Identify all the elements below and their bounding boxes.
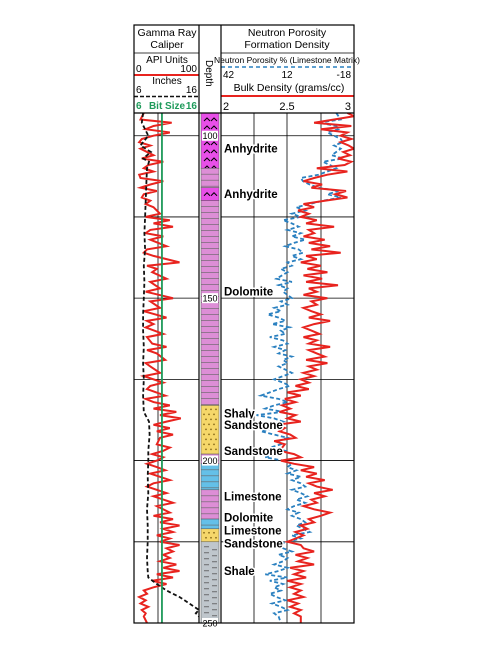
depth-tick-label: 100 — [202, 131, 217, 141]
dolomite-interval — [200, 489, 220, 520]
density-tick-label-3: 3 — [345, 101, 351, 113]
header-track-gamma-caliper: Gamma Ray Caliper API Units 0 100 Inches… — [134, 27, 199, 112]
caliper-curve — [139, 113, 199, 618]
gamma-ray-curve — [136, 113, 182, 623]
neutron-scale-label: Neutron Porosity % (Limestone Matrix) — [214, 55, 360, 65]
lithology-label: Limestone — [224, 525, 282, 537]
sand-grain — [205, 536, 207, 539]
neutron-title: Neutron Porosity — [248, 27, 327, 39]
limestone-interval — [200, 463, 220, 491]
lithology-label: Shaly — [224, 408, 255, 420]
depth-tick-label: 200 — [202, 456, 217, 466]
depth-tick-bg — [202, 130, 218, 141]
lithology-labels: AnhydriteAnhydriteDolomiteShalySandstone… — [223, 142, 285, 579]
gamma-caliper-grid — [134, 113, 199, 624]
sand-grain — [203, 413, 205, 416]
neutron-max-label: -18 — [337, 70, 352, 81]
anhydrite-pattern — [203, 192, 218, 197]
sand-grain — [210, 418, 212, 421]
gr-max-label: 100 — [180, 64, 197, 75]
caliper-max-label: 16 — [186, 85, 198, 96]
sand-grain — [210, 428, 212, 431]
depth-tick-label: 150 — [202, 294, 217, 304]
sand-grain — [208, 443, 210, 446]
depth-header-label: Depth — [203, 60, 214, 87]
caliper-title: Caliper — [150, 39, 184, 51]
sand-grain — [205, 438, 207, 441]
sand-grain — [213, 433, 215, 436]
sand-grain — [205, 428, 207, 431]
sand-grain — [208, 423, 210, 426]
bit-min-label: 6 — [136, 101, 142, 112]
gr-min-label: 0 — [136, 64, 142, 75]
density-tick-label-2-5: 2.5 — [279, 101, 294, 113]
lithology-label: Anhydrite — [224, 144, 278, 156]
density-scale-label: Bulk Density (grams/cc) — [234, 82, 345, 94]
bulk-density-curve — [273, 113, 354, 623]
sand-grain — [210, 438, 212, 441]
log-frame — [133, 24, 355, 624]
bit-max-label: 16 — [186, 101, 198, 112]
sand-grain — [203, 423, 205, 426]
density-tick-label-2: 2 — [223, 101, 229, 113]
anhydrite-pattern — [203, 149, 218, 154]
gamma-ray-title: Gamma Ray — [138, 27, 198, 39]
lithology-label: Limestone — [224, 491, 282, 503]
dolomite-interval — [200, 167, 220, 188]
neutron-mid-label: 12 — [281, 70, 293, 81]
density-title: Formation Density — [244, 39, 330, 51]
lithology-label: Sandstone — [224, 446, 283, 458]
sand-grain — [208, 413, 210, 416]
sand-grain — [208, 433, 210, 436]
limestone-interval — [200, 518, 220, 530]
sand-grain — [215, 536, 217, 539]
anhydrite-interval — [200, 187, 220, 201]
anhydrite-pattern — [203, 125, 218, 130]
lithology-label: Sandstone — [224, 538, 283, 550]
anhydrite-pattern — [203, 141, 218, 146]
sand-grain — [213, 413, 215, 416]
sand-grain — [210, 408, 212, 411]
sand-grain — [203, 531, 205, 534]
sand-grain — [213, 443, 215, 446]
neutron-min-label: 42 — [223, 70, 235, 81]
sand-grain — [210, 536, 212, 539]
lithology-label: Dolomite — [224, 512, 273, 524]
sand-grain — [210, 448, 212, 451]
sand-grain — [208, 531, 210, 534]
depth-tick-bg — [202, 293, 218, 304]
bit-size-label: Bit Size — [149, 101, 186, 112]
lithology-label: Anhydrite — [224, 189, 278, 201]
caliper-min-label: 6 — [136, 85, 142, 96]
lithology-label: Shale — [224, 566, 255, 578]
header-track-neutron-density: Neutron Porosity Formation Density Neutr… — [214, 27, 360, 113]
gr-units-label: API Units — [146, 55, 188, 66]
lithology-column — [200, 112, 220, 624]
sand-grain — [213, 423, 215, 426]
sand-grain — [215, 428, 217, 431]
depth-tick-bg — [202, 455, 218, 466]
sand-grain — [213, 531, 215, 534]
lithology-label: Sandstone — [224, 420, 283, 432]
sand-grain — [203, 433, 205, 436]
sand-grain — [205, 408, 207, 411]
caliper-units-label: Inches — [152, 76, 181, 87]
sand-grain — [215, 448, 217, 451]
shale-interval — [200, 541, 220, 624]
lithology-label: Dolomite — [224, 287, 273, 299]
sand-grain — [205, 418, 207, 421]
sand-grain — [215, 438, 217, 441]
sand-grain — [215, 418, 217, 421]
anhydrite-pattern — [203, 117, 218, 122]
sandstone-interval — [200, 528, 220, 543]
sand-grain — [203, 443, 205, 446]
sand-grain — [215, 408, 217, 411]
sand-grain — [205, 448, 207, 451]
anhydrite-pattern — [203, 157, 218, 162]
